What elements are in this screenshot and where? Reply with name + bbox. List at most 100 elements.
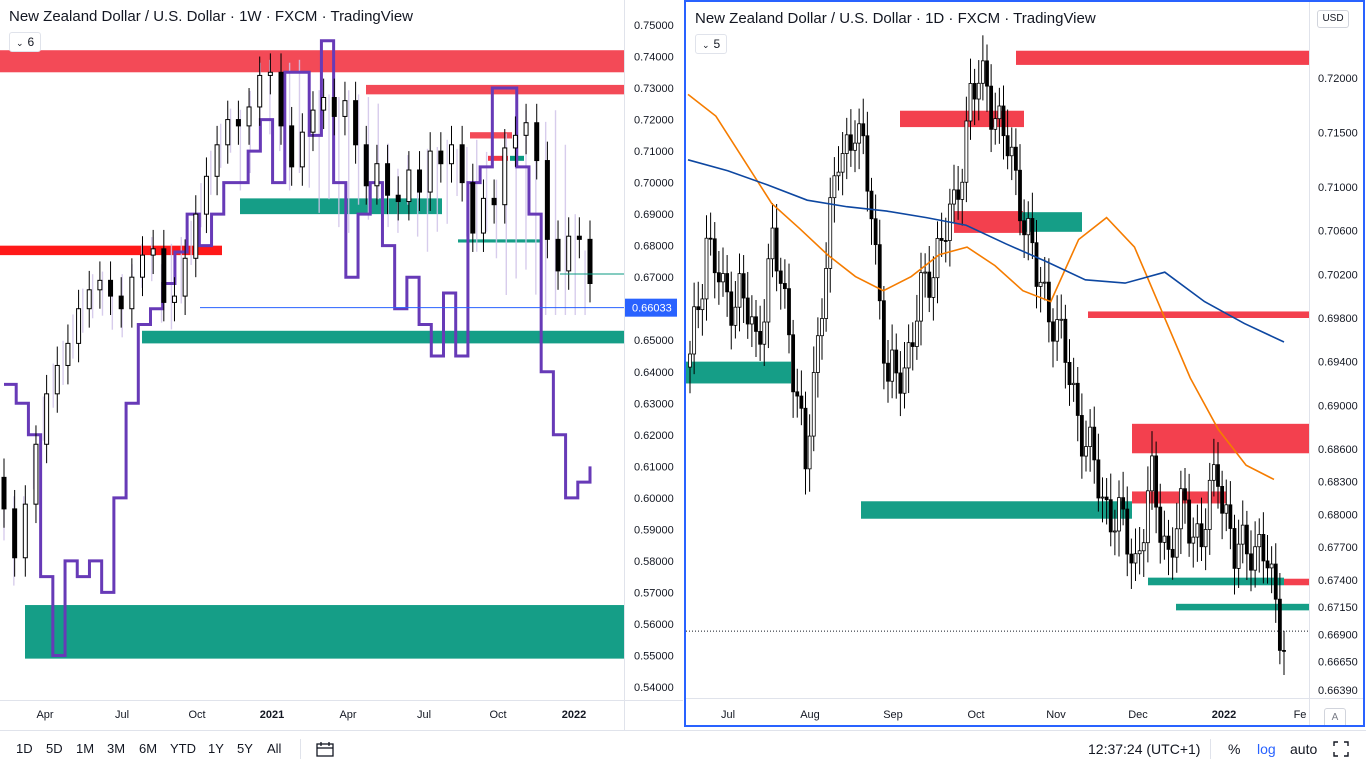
candle-body [1170, 548, 1175, 558]
range-1y[interactable]: 1Y [208, 741, 224, 756]
candle-body [890, 349, 895, 382]
candle-body [824, 268, 829, 319]
candle-body [1162, 535, 1167, 543]
candle-body [964, 120, 969, 183]
ema-slow-line [687, 159, 1285, 343]
candle-body [708, 237, 713, 240]
candle-body [321, 97, 327, 111]
candle-body [374, 163, 380, 187]
weekly-chart-pane[interactable]: 0.75000 0.74000 0.73000 0.72000 0.71000 0.700… [0, 0, 683, 730]
price-axis-label: 0.69400 [1318, 357, 1358, 369]
range-3m[interactable]: 3M [107, 741, 126, 756]
daily-chart[interactable]: 0.72000 0.71500 0.71000 0.70600 0.70200 0.698… [686, 2, 1363, 725]
candle-body [857, 123, 862, 144]
toolbar-divider [300, 739, 301, 759]
time-axis-label: 2022 [562, 709, 586, 721]
candle-body [108, 279, 114, 297]
candle-body [980, 60, 985, 84]
range-5d[interactable]: 5D [46, 741, 63, 756]
candle-body [1096, 459, 1101, 499]
candle-body [353, 100, 359, 146]
candle-body [1265, 560, 1270, 569]
candle-body [1009, 146, 1014, 157]
candle-body [1154, 455, 1159, 508]
indicator-legend-toggle[interactable]: ⌄ 6 [9, 32, 42, 52]
indicator-count: 6 [27, 35, 35, 49]
demand-zone [240, 198, 442, 215]
candle-body [700, 298, 705, 311]
candle-body [844, 134, 849, 154]
percent-scale-toggle[interactable]: % [1228, 741, 1241, 757]
candle-body [267, 71, 273, 76]
candle-body [140, 254, 146, 278]
candle-body [33, 443, 39, 505]
candle-body [881, 300, 886, 364]
price-axis-label: 0.58000 [634, 556, 674, 568]
weekly-chart[interactable]: 0.75000 0.74000 0.73000 0.72000 0.71000 0.700… [0, 0, 683, 730]
range-5y[interactable]: 5Y [237, 741, 253, 756]
candle-body [331, 97, 337, 117]
candle-body [246, 106, 252, 127]
candle-body [1203, 529, 1208, 548]
supply-zone [1132, 423, 1309, 454]
candle-body [960, 181, 965, 200]
daily-chart-pane[interactable]: 0.72000 0.71500 0.71000 0.70600 0.70200 0.698… [684, 0, 1365, 727]
price-axis-label: 0.72000 [634, 115, 674, 127]
candle-body [861, 123, 866, 137]
candle-body [1249, 553, 1253, 571]
indicator-legend-toggle[interactable]: ⌄ 5 [695, 34, 728, 54]
price-axis-label: 0.69000 [634, 209, 674, 221]
candle-body [865, 135, 870, 192]
candle-body [696, 306, 701, 311]
candle-body [774, 227, 779, 272]
candle-body [1282, 649, 1286, 652]
candle-body [1150, 455, 1154, 492]
price-axis-label: 0.67150 [1318, 602, 1358, 614]
clock-timezone[interactable]: 12:37:24 (UTC+1) [1088, 741, 1201, 757]
log-scale-toggle[interactable]: log [1257, 741, 1276, 757]
supply-zone [0, 245, 222, 256]
candle-body [427, 150, 433, 193]
candle-body [65, 342, 71, 366]
candle-body [853, 142, 857, 151]
price-axis-label: 0.71000 [634, 146, 674, 158]
candle-body [766, 258, 771, 323]
candle-body [820, 318, 824, 337]
candle-body [1199, 523, 1204, 548]
price-axis-label: 0.55000 [634, 650, 674, 662]
range-6m[interactable]: 6M [139, 741, 158, 756]
price-axis-label: 0.70000 [634, 178, 674, 190]
currency-selector[interactable]: USD [1317, 10, 1349, 28]
range-1m[interactable]: 1M [76, 741, 95, 756]
supply-zone [1016, 50, 1309, 65]
supply-zone [1088, 311, 1309, 318]
candle-body [972, 83, 977, 100]
candle-body [1104, 496, 1109, 501]
candle-body [1158, 506, 1163, 543]
candle-body [203, 175, 209, 215]
candle-body [448, 144, 454, 165]
candle-body [968, 83, 973, 122]
candle-body [840, 153, 845, 173]
range-1d[interactable]: 1D [16, 741, 33, 756]
candle-body [1253, 546, 1258, 571]
time-axis-label: Apr [339, 709, 356, 721]
range-all[interactable]: All [267, 741, 282, 756]
candle-body [491, 197, 497, 206]
candle-body [1034, 242, 1039, 287]
candle-body [1112, 530, 1117, 533]
range-ytd[interactable]: YTD [170, 741, 196, 756]
candle-body [1042, 281, 1047, 284]
candle-body [1224, 504, 1229, 514]
bottom-toolbar: 1D 5D 1M 3M 6M YTD 1Y 5Y All 12:37:24 (U… [0, 730, 1366, 769]
date-range-icon[interactable] [316, 741, 334, 757]
candle-body [795, 391, 800, 397]
auto-scale-button[interactable]: A [1324, 708, 1346, 725]
time-axis-label: 2021 [260, 709, 284, 721]
price-axis-label: 0.74000 [634, 52, 674, 64]
fullscreen-icon[interactable] [1333, 741, 1349, 757]
daily-chart-title: New Zealand Dollar / U.S. Dollar · 1D · … [695, 10, 1096, 27]
candle-body [1211, 464, 1216, 481]
auto-scale-toggle[interactable]: auto [1290, 741, 1318, 757]
price-axis-label: 0.57000 [634, 587, 674, 599]
